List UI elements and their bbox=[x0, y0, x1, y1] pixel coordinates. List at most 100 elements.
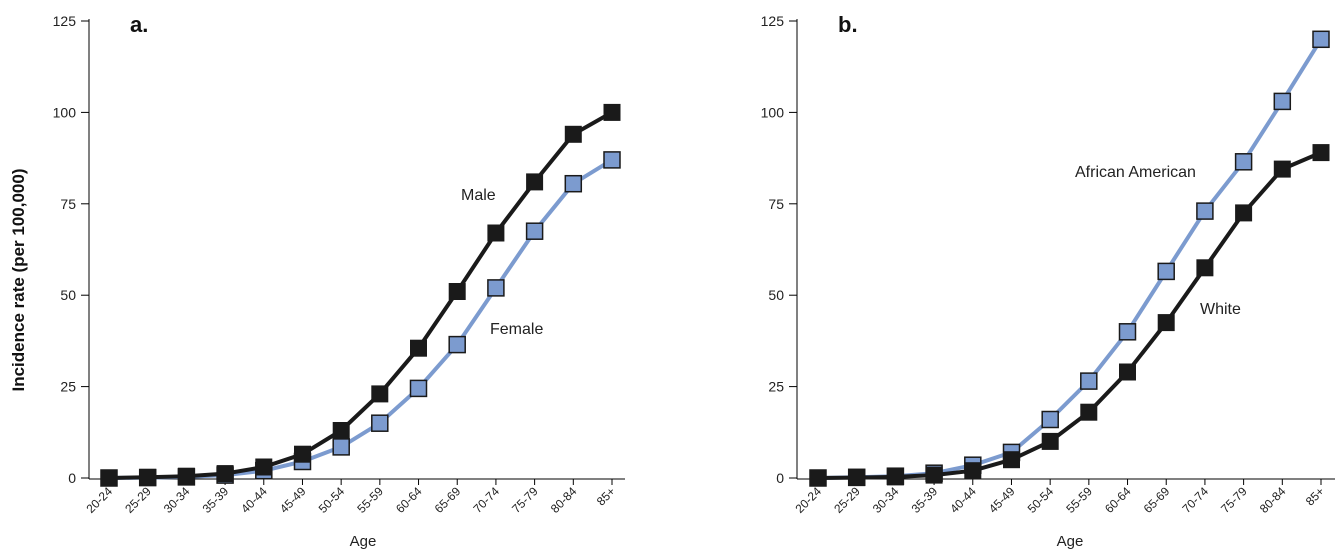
data-point-male bbox=[332, 422, 350, 439]
x-tick-label: 55-59 bbox=[354, 484, 386, 516]
data-point-male bbox=[216, 465, 234, 483]
data-point-african-american bbox=[1196, 202, 1214, 220]
y-tick-label: 75 bbox=[60, 196, 76, 212]
data-point-male bbox=[526, 173, 544, 191]
x-tick-label: 45-49 bbox=[986, 484, 1018, 516]
data-point-white bbox=[1312, 144, 1330, 162]
data-point-african-american bbox=[1234, 153, 1253, 171]
y-tick-label: 100 bbox=[53, 104, 77, 120]
y-tick-label: 125 bbox=[761, 13, 785, 29]
data-point-male bbox=[255, 458, 273, 476]
x-tick-label: 85+ bbox=[594, 484, 618, 508]
x-tick-label: 40-44 bbox=[238, 484, 270, 516]
y-tick-label: 125 bbox=[53, 13, 77, 29]
x-tick-label: 50-54 bbox=[316, 484, 348, 516]
data-point-male bbox=[139, 468, 157, 486]
x-tick-label: 30-34 bbox=[161, 484, 193, 516]
y-tick-label: 75 bbox=[768, 196, 784, 212]
x-tick-label: 25-29 bbox=[122, 484, 154, 516]
x-tick-label: 60-64 bbox=[393, 484, 425, 516]
x-tick-label: 30-34 bbox=[870, 484, 902, 516]
data-point-white bbox=[1196, 259, 1214, 277]
data-point-african-american bbox=[1312, 30, 1330, 49]
x-tick-label: 75-79 bbox=[509, 484, 541, 516]
y-tick-label: 25 bbox=[60, 379, 76, 395]
data-point-african-american bbox=[1273, 92, 1292, 111]
x-tick-label: 65-69 bbox=[1141, 484, 1173, 516]
x-tick-label: 20-24 bbox=[793, 484, 825, 516]
x-tick-labels-b: 20-24 25-29 30-34 35-39 40-44 45-49 50-54 55-59… bbox=[793, 479, 1327, 516]
x-axis-label-b: Age bbox=[1057, 533, 1084, 550]
data-point-male bbox=[410, 339, 427, 357]
data-point-male bbox=[371, 385, 389, 403]
data-point-white bbox=[848, 469, 866, 487]
data-point-african-american bbox=[1118, 323, 1137, 341]
data-point-male bbox=[603, 103, 621, 121]
series-line-african-american bbox=[817, 38, 1323, 480]
data-point-male bbox=[177, 467, 195, 485]
x-tick-label: 85+ bbox=[1303, 484, 1327, 508]
x-tick-label: 40-44 bbox=[947, 484, 979, 516]
y-tick-labels-a: 0 25 50 75 100 125 bbox=[53, 13, 89, 486]
data-point-white bbox=[1080, 403, 1098, 421]
data-point-white bbox=[1273, 160, 1291, 178]
data-point-male bbox=[564, 125, 582, 143]
y-tick-labels-b: 0 25 50 75 100 125 bbox=[761, 13, 797, 486]
data-point-female bbox=[603, 151, 621, 169]
data-point-female bbox=[487, 279, 505, 297]
x-tick-label: 70-74 bbox=[470, 484, 502, 516]
y-tick-label: 0 bbox=[68, 470, 76, 486]
x-tick-label: 80-84 bbox=[1257, 484, 1289, 516]
data-point-female bbox=[525, 222, 544, 240]
data-point-african-american bbox=[1157, 262, 1175, 281]
data-point-white bbox=[1157, 314, 1175, 332]
series-label-male: Male bbox=[461, 187, 496, 204]
data-point-white bbox=[964, 462, 982, 480]
data-point-white bbox=[886, 468, 904, 486]
x-tick-label: 65-69 bbox=[432, 484, 464, 516]
data-point-female bbox=[409, 379, 428, 398]
x-tick-label: 50-54 bbox=[1025, 484, 1057, 516]
axes-b bbox=[796, 19, 1335, 480]
x-tick-label: 35-39 bbox=[909, 484, 941, 516]
data-point-white bbox=[1041, 432, 1059, 450]
chart-panel-b: b. 0 25 50 75 100 125 20-24 25-29 30-34 35-39 40-… bbox=[761, 12, 1335, 550]
y-tick-label: 50 bbox=[60, 287, 76, 303]
data-point-female bbox=[448, 335, 466, 354]
data-point-african-american bbox=[1041, 410, 1059, 429]
data-point-white bbox=[925, 466, 943, 484]
x-tick-label: 45-49 bbox=[277, 484, 309, 516]
data-point-female bbox=[564, 174, 583, 193]
series-label-female: Female bbox=[490, 321, 543, 338]
x-tick-label: 55-59 bbox=[1063, 484, 1095, 516]
x-tick-label: 35-39 bbox=[200, 484, 232, 516]
series-label-white: White bbox=[1200, 301, 1241, 318]
x-tick-labels-a: 20-24 25-29 30-34 35-39 40-44 45-49 50-54 55-59… bbox=[84, 479, 618, 516]
x-tick-label: 20-24 bbox=[84, 484, 116, 516]
panel-label-a: a. bbox=[130, 12, 148, 37]
data-point-male bbox=[100, 469, 118, 487]
x-tick-label: 60-64 bbox=[1102, 484, 1134, 516]
data-point-male bbox=[448, 283, 466, 300]
x-tick-label: 70-74 bbox=[1179, 484, 1211, 516]
x-axis-label-a: Age bbox=[350, 533, 377, 550]
y-tick-label: 50 bbox=[768, 287, 784, 303]
y-tick-label: 0 bbox=[776, 470, 784, 486]
series-line-white bbox=[817, 150, 1322, 480]
y-axis-label: Incidence rate (per 100,000) bbox=[9, 168, 28, 391]
x-tick-label: 80-84 bbox=[548, 484, 580, 516]
data-point-african-american bbox=[1080, 372, 1098, 390]
series-line-female bbox=[108, 158, 614, 480]
chart-panel-a: a. 0 25 50 75 100 125 20-24 25-29 30-34 35-39 40-… bbox=[53, 12, 625, 550]
data-point-white bbox=[809, 469, 827, 487]
y-tick-label: 25 bbox=[768, 379, 784, 395]
data-point-female bbox=[332, 438, 350, 456]
data-point-female bbox=[371, 414, 389, 432]
data-point-white bbox=[1235, 204, 1253, 222]
data-point-male bbox=[487, 224, 505, 242]
series-a bbox=[100, 103, 621, 487]
x-tick-label: 75-79 bbox=[1218, 484, 1250, 516]
data-point-white bbox=[1119, 363, 1136, 381]
series-line-male bbox=[108, 110, 613, 480]
